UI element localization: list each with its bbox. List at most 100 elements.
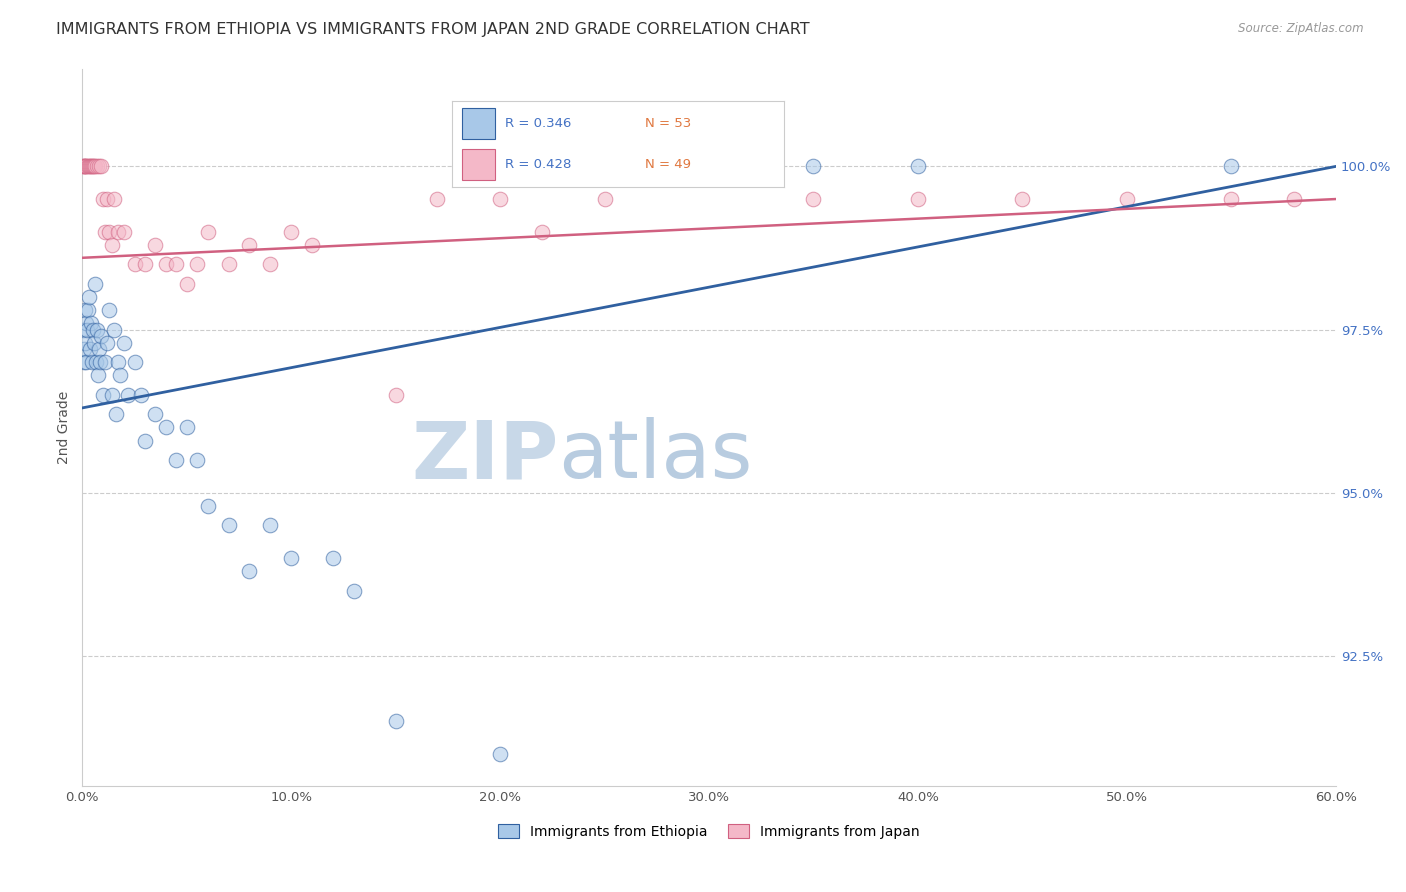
Point <box>82 160 104 174</box>
Point <box>112 225 135 239</box>
Text: ZIP: ZIP <box>412 417 558 495</box>
Point <box>87 342 110 356</box>
Point <box>75 160 97 174</box>
Point <box>803 192 825 206</box>
Point <box>1220 160 1243 174</box>
Point <box>94 225 117 239</box>
Legend: Immigrants from Ethiopia, Immigrants from Japan: Immigrants from Ethiopia, Immigrants fro… <box>492 818 925 844</box>
Point <box>75 160 97 174</box>
Point <box>83 160 105 174</box>
Point <box>186 257 208 271</box>
Point <box>117 388 139 402</box>
Point <box>87 160 110 174</box>
Point <box>79 160 101 174</box>
Point <box>83 160 105 174</box>
Point <box>103 192 125 206</box>
Point <box>186 453 208 467</box>
Point <box>426 192 449 206</box>
Point <box>76 355 98 369</box>
Point <box>77 160 100 174</box>
Point <box>155 257 177 271</box>
Point <box>108 368 131 383</box>
Point <box>107 225 129 239</box>
Point <box>134 434 156 448</box>
Point <box>83 277 105 291</box>
Point <box>76 160 98 174</box>
Point <box>530 225 553 239</box>
Point <box>72 160 94 174</box>
Point <box>79 316 101 330</box>
Point <box>104 408 127 422</box>
Point <box>98 303 121 318</box>
Point <box>259 518 281 533</box>
Text: IMMIGRANTS FROM ETHIOPIA VS IMMIGRANTS FROM JAPAN 2ND GRADE CORRELATION CHART: IMMIGRANTS FROM ETHIOPIA VS IMMIGRANTS F… <box>56 22 810 37</box>
Point <box>280 225 302 239</box>
Point <box>84 355 107 369</box>
Point <box>80 160 103 174</box>
Point <box>197 225 219 239</box>
Point <box>155 420 177 434</box>
Point <box>76 322 98 336</box>
Point <box>76 160 98 174</box>
Point <box>145 237 167 252</box>
Point <box>907 192 929 206</box>
Point <box>86 160 108 174</box>
Y-axis label: 2nd Grade: 2nd Grade <box>58 391 72 464</box>
Point <box>100 388 122 402</box>
Point <box>489 747 512 761</box>
Point <box>89 355 111 369</box>
Point <box>91 388 114 402</box>
Point <box>1282 192 1305 206</box>
Text: atlas: atlas <box>558 417 754 495</box>
Point <box>259 257 281 271</box>
Point <box>79 160 101 174</box>
Point <box>76 303 98 318</box>
Point <box>82 322 104 336</box>
Point <box>73 342 96 356</box>
Point <box>124 257 146 271</box>
Point <box>94 355 117 369</box>
Point <box>176 420 198 434</box>
Point <box>79 342 101 356</box>
Point <box>73 355 96 369</box>
Point <box>112 335 135 350</box>
Point <box>75 335 97 350</box>
Point <box>907 160 929 174</box>
Point <box>90 329 112 343</box>
Point <box>301 237 323 252</box>
Point <box>73 160 96 174</box>
Point <box>238 564 260 578</box>
Point <box>176 277 198 291</box>
Point <box>218 257 240 271</box>
Point <box>803 160 825 174</box>
Point <box>86 322 108 336</box>
Point <box>91 192 114 206</box>
Point <box>98 225 121 239</box>
Text: Source: ZipAtlas.com: Source: ZipAtlas.com <box>1239 22 1364 36</box>
Point <box>343 583 366 598</box>
Point <box>1011 192 1033 206</box>
Point <box>129 388 152 402</box>
Point <box>73 160 96 174</box>
Point <box>90 160 112 174</box>
Point <box>280 551 302 566</box>
Point <box>384 388 406 402</box>
Point <box>1115 192 1137 206</box>
Point <box>103 322 125 336</box>
Point <box>96 192 118 206</box>
Point <box>218 518 240 533</box>
Point <box>593 192 616 206</box>
Point <box>107 355 129 369</box>
Point <box>384 714 406 729</box>
Point <box>238 237 260 252</box>
Point <box>83 335 105 350</box>
Point <box>145 408 167 422</box>
Point <box>165 453 187 467</box>
Point <box>96 335 118 350</box>
Point <box>165 257 187 271</box>
Point <box>77 290 100 304</box>
Point <box>197 499 219 513</box>
Point <box>72 322 94 336</box>
Point <box>322 551 344 566</box>
Point <box>1220 192 1243 206</box>
